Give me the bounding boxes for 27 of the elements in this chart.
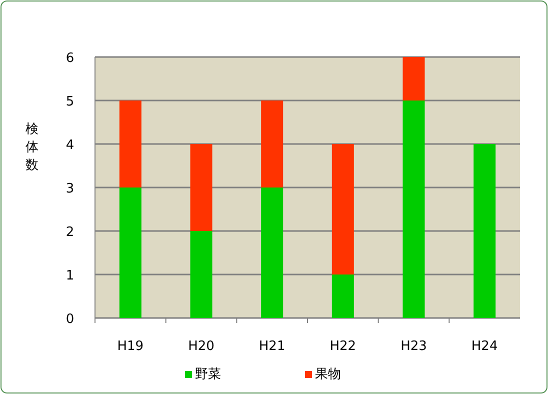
x-tick-label: H20 — [188, 339, 214, 354]
bar — [402, 100, 425, 318]
y-tick-label: 1 — [66, 268, 74, 284]
y-tick-label: 0 — [66, 312, 74, 327]
bar — [261, 100, 284, 188]
y-tick-label: 5 — [66, 94, 74, 110]
bar — [190, 144, 212, 231]
x-tick-label: H22 — [330, 339, 356, 354]
y-tick-label: 3 — [66, 182, 74, 196]
y-tick-label: 6 — [66, 51, 74, 66]
y-axis-title: 検体数 — [26, 122, 38, 173]
bar — [402, 57, 425, 100]
legend-label: 果物 — [315, 367, 341, 382]
bar — [119, 100, 142, 188]
bar — [474, 144, 496, 318]
y-tick-label: 4 — [66, 138, 74, 153]
bar — [332, 274, 354, 318]
x-tick-label: H21 — [258, 339, 286, 354]
bar — [119, 188, 142, 318]
bar — [332, 144, 354, 274]
x-tick-label: H24 — [471, 339, 498, 354]
x-tick-label: H23 — [400, 339, 427, 354]
x-tick-label: H19 — [117, 339, 144, 354]
bar — [190, 231, 212, 318]
bar — [261, 188, 284, 318]
y-tick-label: 2 — [66, 225, 74, 240]
legend-label: 野菜 — [195, 367, 221, 382]
